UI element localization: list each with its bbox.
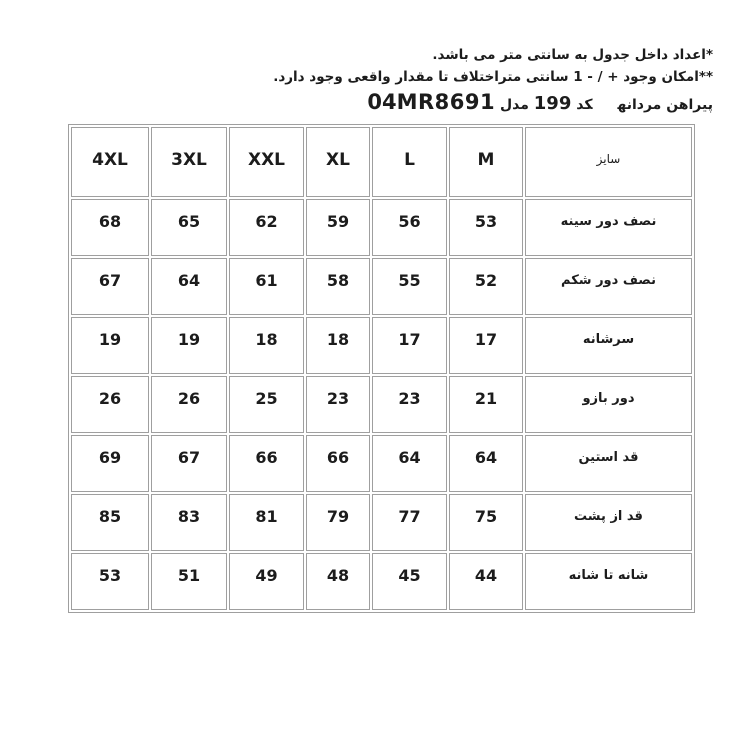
cell-xl: 79 bbox=[306, 494, 370, 551]
cell-m: 44 bbox=[449, 553, 523, 610]
size-table-header: سایز M L XL XXL 3XL 4XL bbox=[71, 127, 692, 197]
cell-m: 17 bbox=[449, 317, 523, 374]
cell-l: 56 bbox=[372, 199, 447, 256]
column-header-xl: XL bbox=[306, 127, 370, 197]
cell-xl: 66 bbox=[306, 435, 370, 492]
cell-l: 45 bbox=[372, 553, 447, 610]
cell-l: 55 bbox=[372, 258, 447, 315]
cell-4xl: 68 bbox=[71, 199, 149, 256]
cell-l: 64 bbox=[372, 435, 447, 492]
row-label: شانه تا شانه bbox=[525, 553, 692, 610]
note-units: *اعداد داخل جدول به سانتی متر می باشد. bbox=[432, 47, 713, 63]
row-label: دور بازو bbox=[525, 376, 692, 433]
column-header-m: M bbox=[449, 127, 523, 197]
cell-xxl: 66 bbox=[229, 435, 304, 492]
cell-3xl: 64 bbox=[151, 258, 227, 315]
size-chart-table: سایز M L XL XXL 3XL 4XL نصف دور سینه 53 … bbox=[68, 124, 695, 613]
cell-xxl: 49 bbox=[229, 553, 304, 610]
cell-xxl: 61 bbox=[229, 258, 304, 315]
column-header-xxl: XXL bbox=[229, 127, 304, 197]
column-header-size: سایز bbox=[525, 127, 692, 197]
table-row-back-length: قد از پشت 75 77 79 81 83 85 bbox=[71, 494, 692, 551]
cell-m: 21 bbox=[449, 376, 523, 433]
row-label: سرشانه bbox=[525, 317, 692, 374]
cell-m: 64 bbox=[449, 435, 523, 492]
row-label: نصف دور سینه bbox=[525, 199, 692, 256]
cell-xl: 58 bbox=[306, 258, 370, 315]
cell-xxl: 18 bbox=[229, 317, 304, 374]
code-value: 199 bbox=[533, 93, 572, 114]
row-label: نصف دور شکم bbox=[525, 258, 692, 315]
cell-3xl: 26 bbox=[151, 376, 227, 433]
header-notes: *اعداد داخل جدول به سانتی متر می باشد. *… bbox=[273, 44, 713, 118]
cell-3xl: 83 bbox=[151, 494, 227, 551]
cell-xxl: 81 bbox=[229, 494, 304, 551]
size-table-body: نصف دور سینه 53 56 59 62 65 68 نصف دور ش… bbox=[71, 199, 692, 610]
table-row-arm: دور بازو 21 23 23 25 26 26 bbox=[71, 376, 692, 433]
cell-3xl: 51 bbox=[151, 553, 227, 610]
cell-m: 75 bbox=[449, 494, 523, 551]
cell-3xl: 67 bbox=[151, 435, 227, 492]
column-header-3xl: 3XL bbox=[151, 127, 227, 197]
column-header-l: L bbox=[372, 127, 447, 197]
cell-4xl: 19 bbox=[71, 317, 149, 374]
cell-l: 23 bbox=[372, 376, 447, 433]
cell-xl: 48 bbox=[306, 553, 370, 610]
cell-m: 53 bbox=[449, 199, 523, 256]
cell-3xl: 65 bbox=[151, 199, 227, 256]
model-value: 04MR8691 bbox=[367, 90, 496, 114]
model-label: مدل bbox=[500, 97, 529, 113]
cell-xl: 18 bbox=[306, 317, 370, 374]
product-name: پیراهن مردانه bbox=[617, 97, 713, 113]
table-row-shoulder-to-shoulder: شانه تا شانه 44 45 48 49 51 53 bbox=[71, 553, 692, 610]
code-label: کد bbox=[576, 97, 593, 113]
cell-xl: 23 bbox=[306, 376, 370, 433]
header-row: سایز M L XL XXL 3XL 4XL bbox=[71, 127, 692, 197]
row-label: قد از پشت bbox=[525, 494, 692, 551]
cell-xxl: 25 bbox=[229, 376, 304, 433]
cell-l: 77 bbox=[372, 494, 447, 551]
note-tolerance: **امکان وجود + / - 1 سانتی متراختلاف تا … bbox=[273, 69, 713, 85]
cell-4xl: 53 bbox=[71, 553, 149, 610]
table-row-sleeve: قد استین 64 64 66 66 67 69 bbox=[71, 435, 692, 492]
row-label: قد استین bbox=[525, 435, 692, 492]
column-header-4xl: 4XL bbox=[71, 127, 149, 197]
table-row-waist: نصف دور شکم 52 55 58 61 64 67 bbox=[71, 258, 692, 315]
cell-xl: 59 bbox=[306, 199, 370, 256]
cell-m: 52 bbox=[449, 258, 523, 315]
cell-xxl: 62 bbox=[229, 199, 304, 256]
cell-l: 17 bbox=[372, 317, 447, 374]
cell-3xl: 19 bbox=[151, 317, 227, 374]
cell-4xl: 85 bbox=[71, 494, 149, 551]
cell-4xl: 26 bbox=[71, 376, 149, 433]
product-line: پیراهن مردانه کد 199 مدل 04MR8691 bbox=[273, 89, 713, 118]
table-row-chest: نصف دور سینه 53 56 59 62 65 68 bbox=[71, 199, 692, 256]
cell-4xl: 67 bbox=[71, 258, 149, 315]
table-row-shoulder: سرشانه 17 17 18 18 19 19 bbox=[71, 317, 692, 374]
cell-4xl: 69 bbox=[71, 435, 149, 492]
